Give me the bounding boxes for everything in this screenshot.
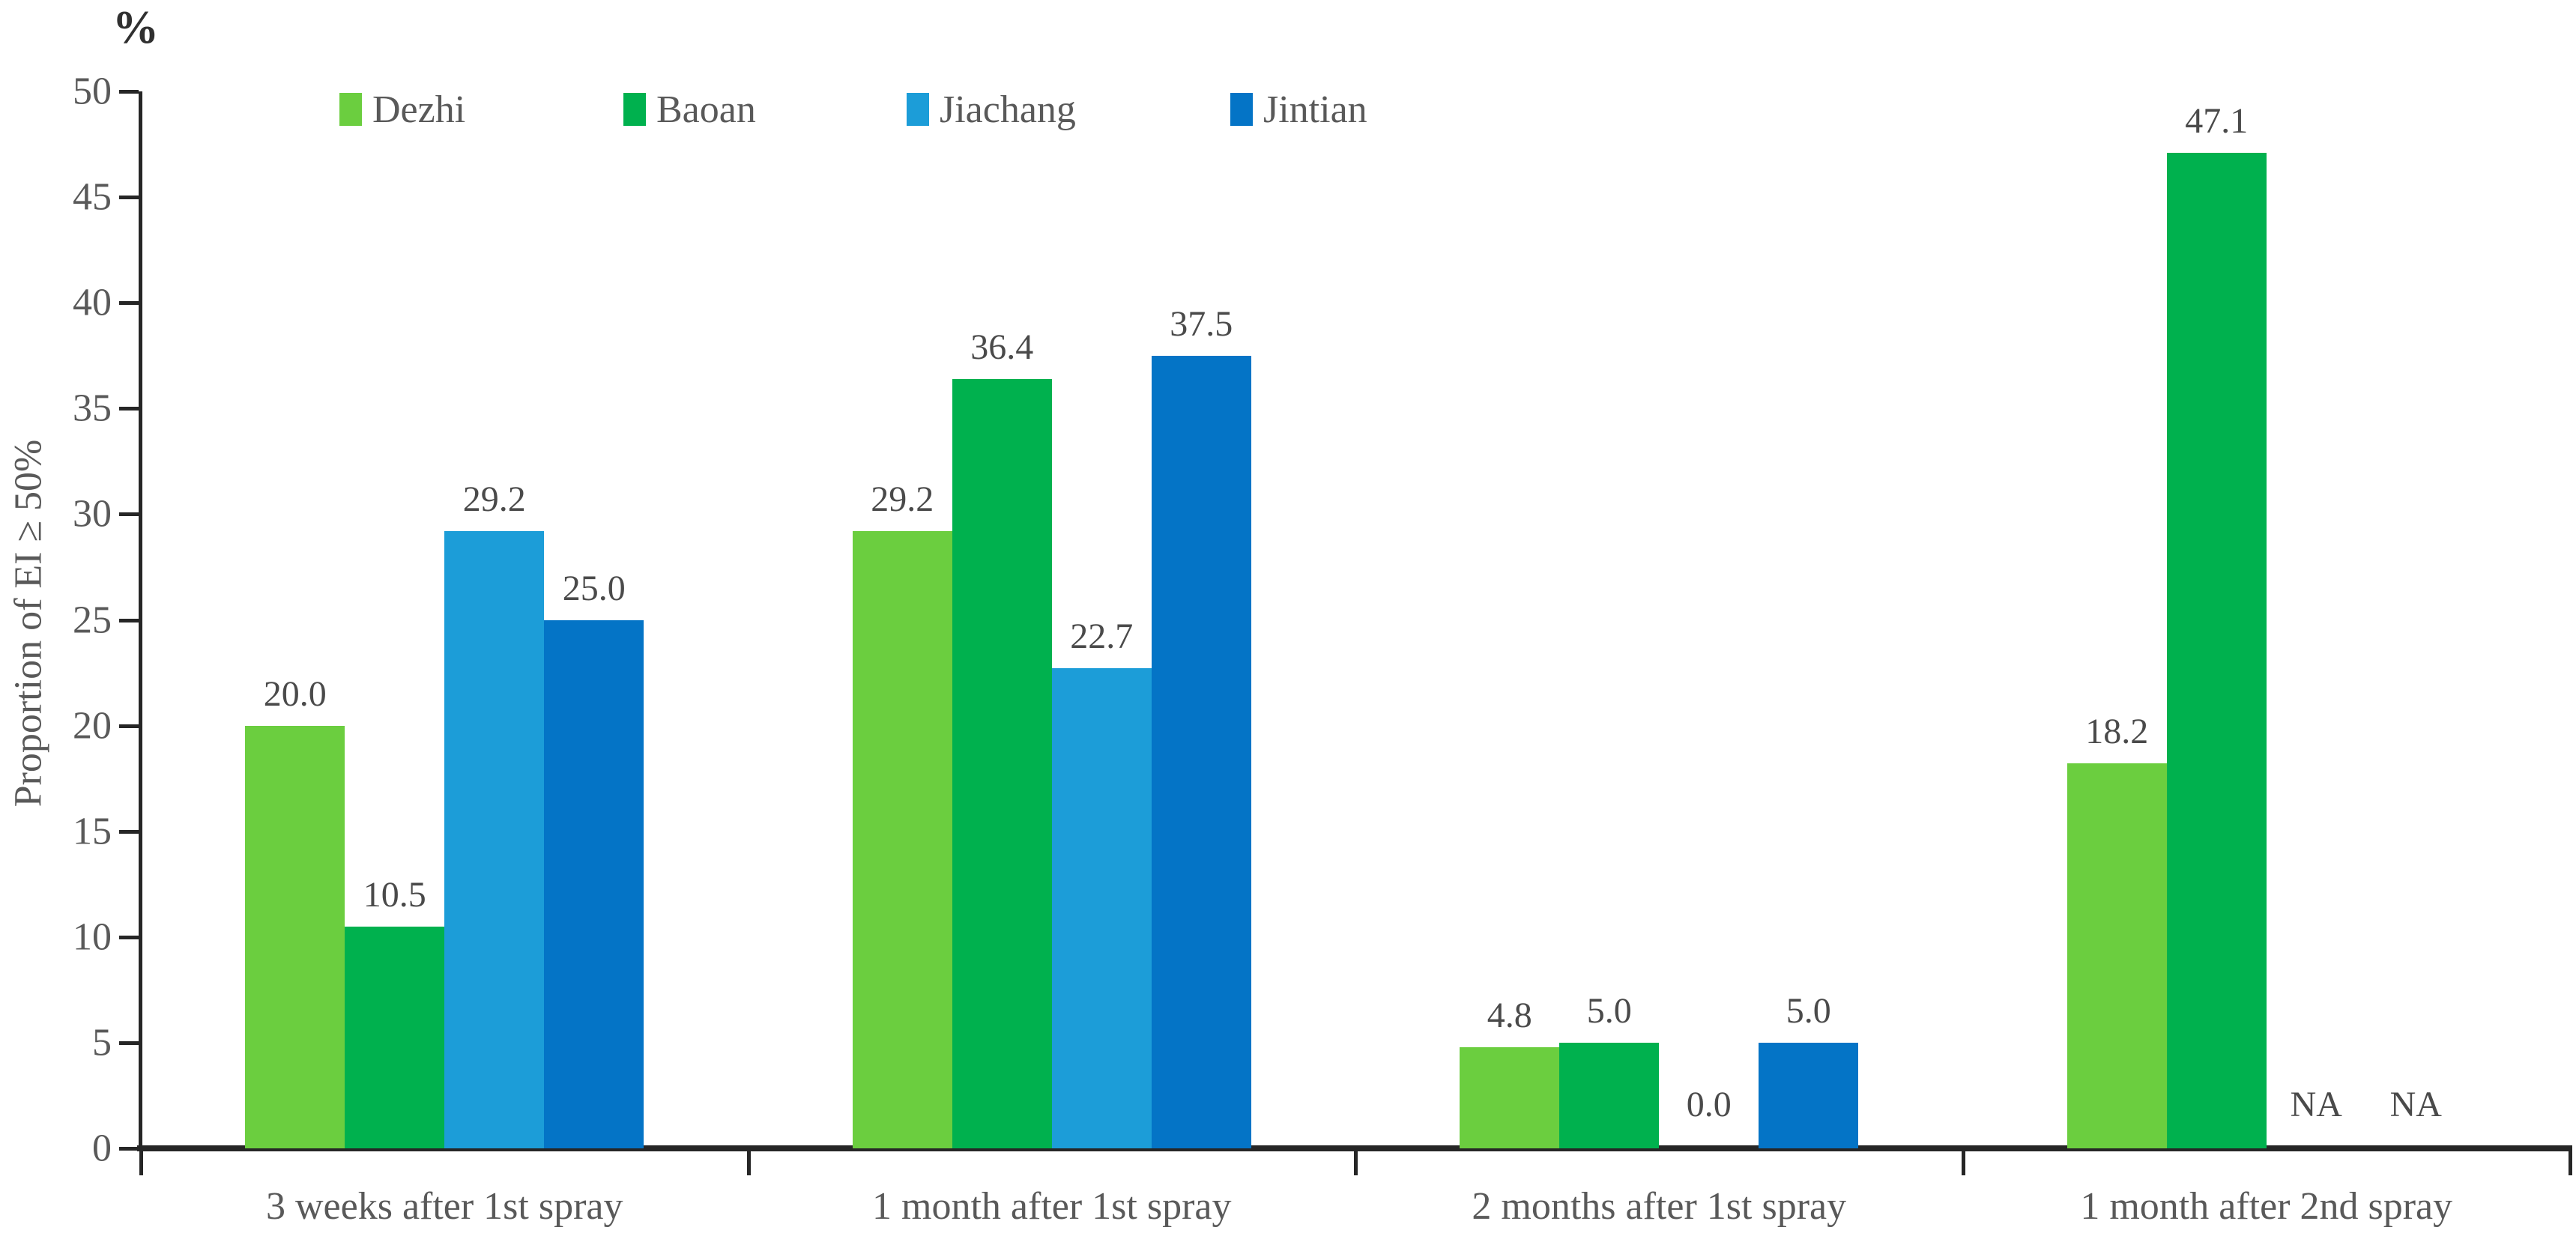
legend-swatch-icon <box>339 93 362 126</box>
bar-jintian-0 <box>544 619 644 1148</box>
bar-baoan-2 <box>1559 1042 1660 1148</box>
bar-value-label: 22.7 <box>1070 616 1134 657</box>
bar-value-label: 47.1 <box>2185 100 2249 141</box>
y-tick-label: 35 <box>73 387 112 430</box>
bar-dezhi-2 <box>1460 1046 1560 1148</box>
bar-value-label: 29.2 <box>462 479 526 519</box>
bar-jiachang-1 <box>1051 668 1152 1148</box>
y-tick-mark <box>119 1040 139 1045</box>
y-tick-label: 40 <box>73 281 112 324</box>
x-category-label: 2 months after 1st spray <box>1472 1185 1847 1228</box>
legend-item-dezhi: Dezhi <box>339 88 465 131</box>
y-tick-label: 10 <box>73 915 112 959</box>
bar-baoan-0 <box>345 926 445 1148</box>
legend-swatch-icon <box>623 93 646 126</box>
legend-label: Jintian <box>1263 88 1367 131</box>
y-tick-label: 0 <box>92 1127 112 1170</box>
y-tick-mark <box>119 618 139 622</box>
bar-value-label: 5.0 <box>1786 990 1831 1031</box>
y-tick-mark <box>119 1147 139 1151</box>
bar-value-label: 29.2 <box>871 479 934 519</box>
y-tick-mark <box>119 935 139 939</box>
legend-item-jiachang: Jiachang <box>907 88 1076 131</box>
y-tick-mark <box>119 512 139 517</box>
bar-value-label: 25.0 <box>562 568 626 608</box>
bar-value-label: 5.0 <box>1586 990 1632 1031</box>
x-tick-mark <box>1961 1151 1965 1175</box>
x-category-label: 3 weeks after 1st spray <box>265 1185 623 1228</box>
bar-value-label: 0.0 <box>1686 1085 1732 1124</box>
y-tick-label: 15 <box>73 810 112 853</box>
y-tick-mark <box>119 829 139 834</box>
y-axis-line <box>139 91 142 1148</box>
bar-jiachang-0 <box>444 530 545 1148</box>
legend-label: Dezhi <box>372 88 466 131</box>
bar-value-label: NA <box>2290 1085 2342 1124</box>
y-tick-label: 30 <box>73 492 112 536</box>
x-axis-line <box>137 1145 2572 1151</box>
bar-dezhi-0 <box>245 725 345 1148</box>
bar-value-label: 20.0 <box>263 673 327 714</box>
y-tick-mark <box>119 301 139 306</box>
bar-value-label: 18.2 <box>2085 712 2149 752</box>
legend-label: Baoan <box>656 88 756 131</box>
y-tick-mark <box>119 90 139 94</box>
bar-jintian-2 <box>1759 1042 1859 1148</box>
bar-dezhi-3 <box>2066 763 2167 1148</box>
y-tick-label: 25 <box>73 599 112 641</box>
y-tick-label: 45 <box>73 175 112 219</box>
bar-baoan-1 <box>952 378 1052 1148</box>
y-tick-mark <box>119 724 139 728</box>
x-category-label: 1 month after 1st spray <box>872 1185 1232 1228</box>
x-category-label: 1 month after 2nd spray <box>2080 1185 2453 1228</box>
legend-label: Jiachang <box>940 88 1076 131</box>
bar-value-label: 36.4 <box>970 327 1034 367</box>
x-tick-mark <box>2569 1151 2572 1175</box>
bar-value-label: 10.5 <box>363 874 426 915</box>
y-axis-unit-label: % <box>112 2 159 53</box>
bar-value-label: 4.8 <box>1487 995 1532 1035</box>
bar-value-label: NA <box>2389 1085 2442 1124</box>
legend-item-jintian: Jintian <box>1230 88 1367 131</box>
bar-baoan-3 <box>2166 152 2267 1148</box>
bar-value-label: 37.5 <box>1170 303 1233 344</box>
x-tick-mark <box>1354 1151 1358 1175</box>
legend-item-baoan: Baoan <box>623 88 756 131</box>
bar-jintian-1 <box>1151 355 1251 1148</box>
bar-dezhi-1 <box>852 530 952 1148</box>
y-tick-label: 50 <box>73 70 112 113</box>
x-tick-mark <box>746 1151 751 1175</box>
y-tick-mark <box>119 407 139 411</box>
y-tick-mark <box>119 196 139 200</box>
x-tick-mark <box>139 1151 143 1175</box>
y-tick-label: 20 <box>73 704 112 748</box>
y-tick-label: 5 <box>92 1021 112 1064</box>
legend-swatch-icon <box>1230 93 1253 126</box>
legend-swatch-icon <box>907 93 929 126</box>
